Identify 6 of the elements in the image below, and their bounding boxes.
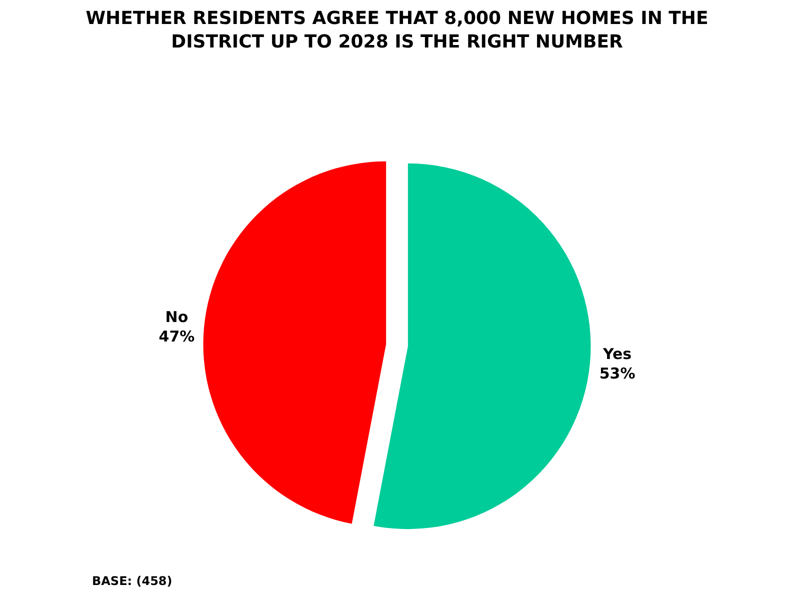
data-label: 47% bbox=[158, 328, 195, 346]
slice-label: Yes bbox=[602, 344, 632, 363]
slice-label: No bbox=[165, 308, 188, 326]
chart-title: WHETHER RESIDENTS AGREE THAT 8,000 NEW HOMES IN THE DISTRICT UP TO 2028 IS THE RIGHT NUMBER bbox=[86, 8, 708, 52]
text: BASE: (458) bbox=[92, 574, 172, 588]
data-label: 53% bbox=[599, 364, 636, 382]
